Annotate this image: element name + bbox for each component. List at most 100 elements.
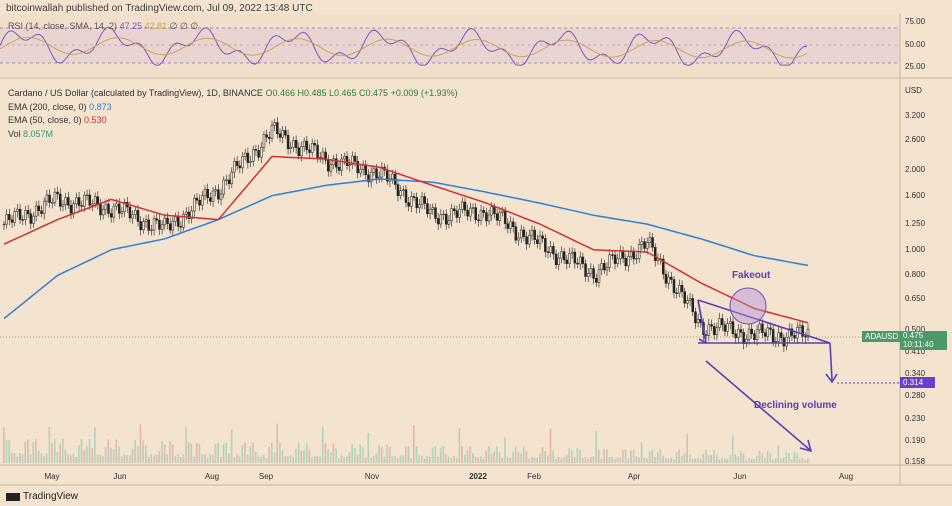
candle (131, 210, 134, 224)
volume-bar (455, 458, 458, 463)
volume-bar (391, 456, 394, 463)
candle (533, 226, 536, 245)
candle (536, 234, 539, 249)
volume-bar (53, 439, 56, 463)
candle (273, 118, 276, 132)
ohlc-values: O0.466 H0.485 L0.465 C0.475 +0.009 (+1.9… (265, 88, 458, 98)
candle (616, 253, 619, 268)
volume-bar (134, 440, 136, 463)
volume-bar (796, 452, 798, 463)
volume-bar (734, 454, 737, 463)
candle (511, 217, 515, 233)
candle (101, 205, 105, 220)
candle (418, 199, 421, 213)
candle (463, 198, 467, 217)
candle (69, 200, 73, 219)
legend-ema200-row[interactable]: EMA (200, close, 0) 0.873 (8, 101, 458, 115)
volume-bar (48, 426, 51, 463)
volume-bar (472, 453, 474, 463)
volume-bar (488, 446, 490, 463)
volume-bar (804, 460, 806, 463)
rsi-band (0, 28, 900, 63)
volume-bar (367, 432, 370, 463)
x-tick-2022: 2022 (469, 472, 487, 481)
candle (785, 332, 788, 351)
candle (640, 236, 644, 251)
vol-value: 8.057M (23, 128, 54, 139)
volume-bar (276, 423, 278, 463)
candle (447, 215, 451, 229)
rsi-legend: RSI (14, close, SMA, 14, 2) 47.25 42.81 … (8, 21, 198, 32)
volume-bar (707, 454, 710, 463)
volume-bar (667, 458, 670, 463)
tradingview-brand[interactable]: TradingView (6, 491, 78, 502)
candle (664, 269, 668, 288)
volume-bar (190, 443, 193, 463)
volume-bar (67, 454, 69, 463)
volume-bar (332, 443, 335, 463)
fakeout-circle (729, 287, 767, 325)
volume-bar (426, 455, 429, 463)
volume-bar (340, 455, 343, 463)
candle (284, 126, 287, 139)
candle (603, 259, 606, 274)
candle (552, 242, 555, 260)
volume-bar (573, 457, 576, 463)
volume-bar (525, 451, 528, 463)
volume-bar (236, 454, 238, 463)
candle (53, 188, 57, 206)
candle (632, 247, 636, 265)
x-tick-aug-2022: Aug (838, 472, 854, 481)
volume-bar (348, 452, 351, 463)
volume-bar (372, 455, 375, 463)
candle (227, 174, 231, 190)
volume-bar (614, 459, 616, 463)
volume-bar (608, 457, 611, 463)
candle (359, 164, 362, 177)
volume-bar (611, 457, 613, 463)
candle (442, 210, 445, 221)
volume-bar (396, 458, 399, 463)
volume-bar (764, 457, 766, 463)
volume-bar (388, 446, 391, 463)
volume-bar (648, 451, 651, 463)
volume-bar (528, 458, 530, 463)
volume-bar (80, 439, 83, 463)
candle (158, 214, 161, 236)
candle (635, 253, 638, 265)
legend-vol-row[interactable]: Vol 8.057M (8, 128, 458, 142)
candle (530, 225, 534, 241)
candle (21, 215, 25, 226)
candle (29, 208, 33, 230)
volume-bar (217, 442, 219, 463)
volume-bar (694, 458, 697, 463)
candle (249, 155, 252, 168)
candle (683, 287, 686, 308)
candle (182, 210, 185, 231)
volume-bar (595, 431, 597, 463)
candle (487, 209, 491, 225)
volume-bar (447, 456, 450, 463)
volume-bar (691, 458, 694, 463)
candle (608, 249, 611, 273)
volume-bar (597, 449, 600, 463)
rsi-value: 47.25 (119, 21, 143, 31)
volume-bar (153, 456, 155, 463)
candle (176, 211, 180, 232)
candle (600, 258, 603, 276)
candle (672, 275, 676, 299)
volume-bar (107, 439, 110, 463)
volume-bar (120, 456, 123, 463)
volume-bar (474, 457, 477, 463)
candle (195, 192, 199, 205)
candle (404, 185, 408, 208)
candle (40, 205, 43, 218)
volume-bar (118, 446, 120, 463)
volume-bar (273, 452, 276, 463)
volume-bar (145, 445, 147, 463)
volume-bar (402, 455, 404, 463)
volume-bar (104, 447, 107, 463)
candle (667, 271, 670, 290)
legend-ema50-row[interactable]: EMA (50, close, 0) 0.530 (8, 114, 458, 128)
